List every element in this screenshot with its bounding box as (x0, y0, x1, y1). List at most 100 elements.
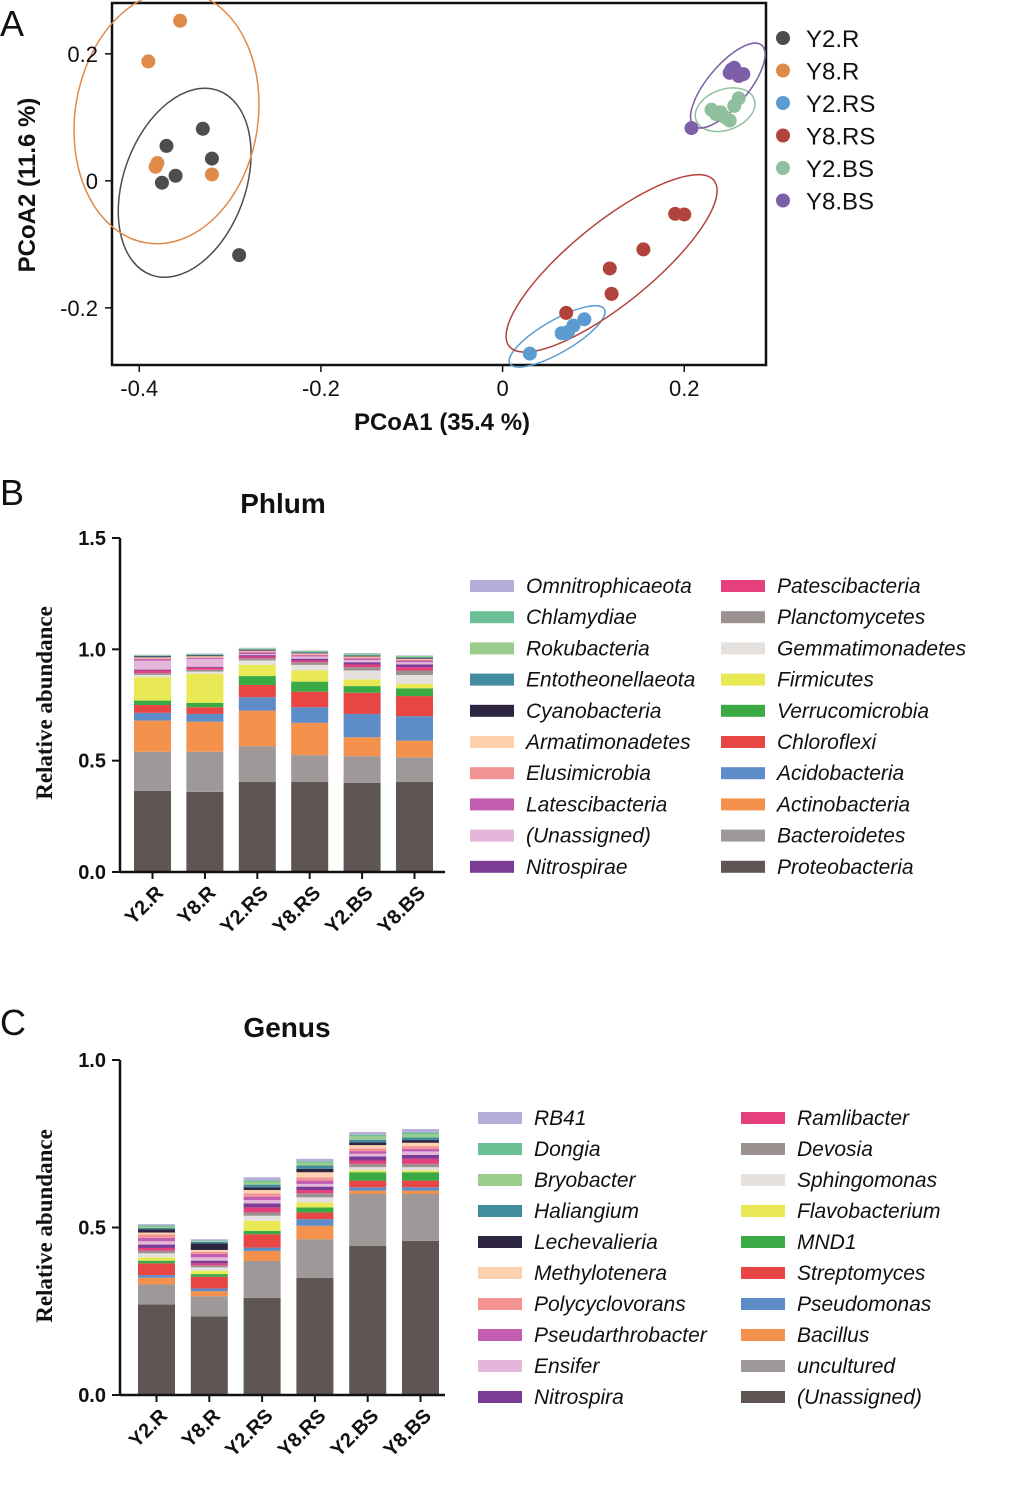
point-y8-bs (736, 67, 751, 82)
bar-segment-lechevalieria (190, 1243, 228, 1250)
y-tick-label: 0.0 (78, 1385, 106, 1407)
legend-swatch (721, 860, 765, 873)
bar-segment-haliangium (243, 1184, 281, 1188)
pcoa-plot: -0.4 -0.2 0 0.2 -0.2 0 0.2 PCoA1 (35.4 %) PCo… (14, 0, 875, 436)
ellipse-y2-r (117, 87, 252, 278)
bar-segment-cyanobacteria (134, 656, 171, 658)
bar-segment-methylotenera (190, 1249, 228, 1252)
legend-label: Verrucomicrobia (777, 700, 929, 723)
legend-label: Haliangium (534, 1200, 639, 1223)
bar-segment-patescibacteria (343, 664, 381, 668)
legend-marker (776, 193, 790, 208)
bar-segment-rokubacteria (291, 651, 329, 653)
legend-swatch (478, 1143, 522, 1155)
bar-segment-streptomyces (138, 1263, 175, 1276)
legend-label: Planctomycetes (777, 606, 926, 629)
bar-segment-pseudarthrobacter (138, 1237, 175, 1242)
point-y8-r (173, 13, 188, 28)
legend-label: Proteobacteria (777, 856, 914, 879)
bar-segment-latescibacteria (186, 657, 224, 659)
bar-segment-lechevalieria (402, 1140, 439, 1143)
bar-segment-devosia (138, 1250, 175, 1254)
bar-segment-devosia (190, 1265, 228, 1268)
legend-label: Y8.BS (806, 189, 874, 216)
legend-label: Actinobacteria (775, 793, 910, 816)
legend-swatch (741, 1267, 785, 1279)
bar-segment-pseudarthrobacter (190, 1253, 228, 1258)
bar-segment-mnd1 (190, 1274, 228, 1277)
legend-swatch (470, 767, 514, 780)
bar-segment-proteobacteria (134, 790, 171, 872)
bar-segment-rb41 (296, 1158, 334, 1162)
bar-segment-bryobacter (190, 1241, 228, 1242)
bar-segment-lechevalieria (243, 1187, 281, 1190)
bar-segment-polycyclovorans (349, 1148, 387, 1152)
bar-segment-flavobacterium (190, 1270, 228, 1275)
bar-segment-patescibacteria (238, 656, 276, 659)
bar-segment-pseudarthrobacter (296, 1180, 334, 1184)
bar-segment-chloroflexi (396, 696, 433, 717)
bar-segment-streptomyces (243, 1234, 281, 1248)
legend-swatch (741, 1236, 785, 1248)
legend-swatch (478, 1329, 522, 1341)
bar-segment-devosia (243, 1212, 281, 1216)
bar-segment-unassigned (186, 658, 224, 667)
legend-marker (776, 161, 790, 175)
legend-label: Pseudomonas (797, 1293, 932, 1316)
bar-segment-bryobacter (243, 1181, 281, 1185)
x-tick-label: Y8.BS (374, 882, 430, 938)
x-tick-label: Y8.BS (380, 1405, 436, 1461)
bar-segment-bacteroidetes (291, 755, 329, 782)
bar-segment-elusimicrobia (134, 658, 171, 659)
bar-segment-dongia (138, 1225, 175, 1227)
bar-segment-rb41 (349, 1132, 387, 1135)
bar-segment-bacillus (138, 1277, 175, 1285)
bar-segment-gemmatimonadetes (134, 674, 171, 678)
bar-segment-sphingomonas (190, 1267, 228, 1271)
bar-segment-unassigned (243, 1297, 281, 1395)
bar-segment-lechevalieria (349, 1142, 387, 1146)
bar-segment-nitrospirae (291, 658, 329, 661)
bar-segment-armatimonadetes (134, 657, 171, 659)
legend-label: Streptomyces (797, 1262, 926, 1285)
bar-segment-pseudomonas (138, 1275, 175, 1278)
bar-segment-planctomycetes (134, 673, 171, 675)
point-y8-bs (724, 62, 739, 77)
bar-segment-proteobacteria (238, 781, 276, 872)
y-tick-label: 0.5 (78, 751, 106, 773)
bar-segment-methylotenera (402, 1142, 439, 1147)
bar-segment-pseudarthrobacter (402, 1148, 439, 1152)
bar-segment-rb41 (190, 1239, 228, 1241)
bar-segment-uncultured (243, 1261, 281, 1298)
legend-swatch (721, 736, 765, 748)
legend-label: Patescibacteria (777, 575, 921, 598)
bar-segment-haliangium (402, 1137, 439, 1141)
bar-segment-sphingomonas (296, 1197, 334, 1203)
point-y8-rs (636, 242, 651, 257)
bar-segment-rokubacteria (343, 654, 381, 655)
bar-segment-patescibacteria (291, 660, 329, 663)
legend-label: Nitrospira (534, 1386, 624, 1409)
bar-segment-ramlibacter (190, 1263, 228, 1266)
point-y2-r (195, 121, 210, 136)
bar-segment-planctomycetes (238, 658, 276, 661)
panel-label-a: A (0, 3, 24, 44)
bar-segment-bacteroidetes (396, 757, 433, 782)
legend-swatch (721, 611, 765, 624)
bar-segment-firmicutes (343, 679, 381, 687)
bar-segment-nitrospirae (343, 662, 381, 665)
bar-segment-chloroflexi (186, 707, 224, 714)
bar-segment-dongia (349, 1134, 387, 1137)
point-y2-bs (709, 107, 724, 122)
bar-segment-chloroflexi (238, 684, 276, 698)
legend-swatch (721, 829, 765, 842)
bar-segment-pseudomonas (296, 1219, 334, 1226)
bar-segment-dongia (243, 1180, 281, 1182)
bar-segment-entotheonellaeota (396, 657, 433, 659)
legend-label: (Unassigned) (526, 825, 651, 848)
bar-segment-flavobacterium (243, 1220, 281, 1231)
legend-swatch (741, 1205, 785, 1217)
bar-segment-actinobacteria (396, 740, 433, 758)
bar-segment-elusimicrobia (291, 654, 329, 656)
legend-swatch (470, 580, 514, 592)
